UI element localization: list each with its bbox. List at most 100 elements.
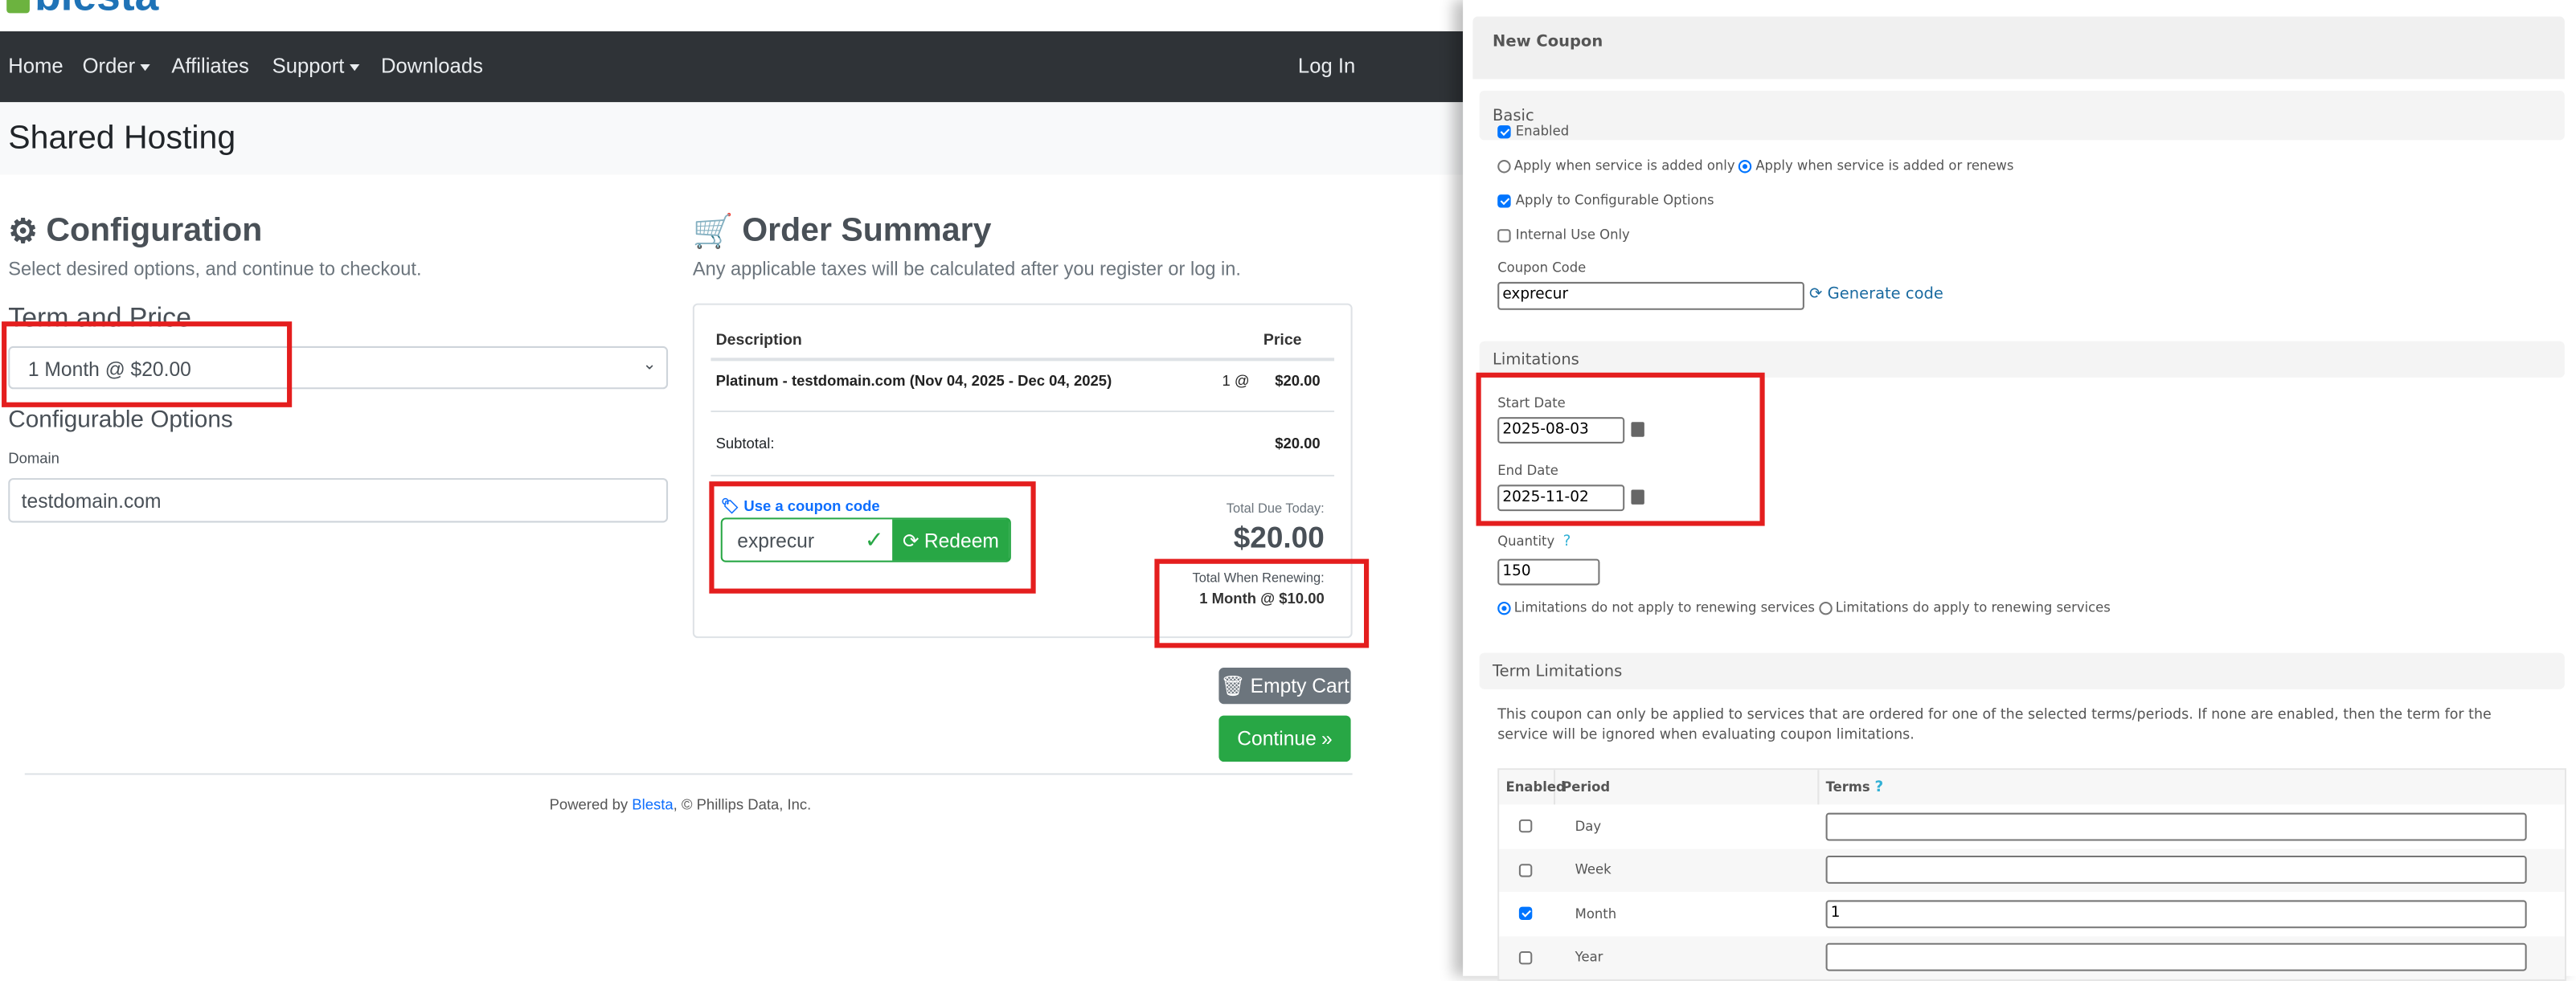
refresh-icon: ⟳ [1809,284,1823,304]
renew-value: 1 Month @ $10.00 [1199,590,1325,607]
term-input[interactable] [1825,856,2527,885]
term-period: Year [1575,950,1603,965]
coupon-code-input[interactable]: exprecur [1497,281,1804,310]
navbar: Home Order Affiliates Support Downloads … [0,31,1464,103]
term-row: Day [1499,804,2565,848]
double-chevron-right-icon: » [1321,726,1333,750]
col-terms: Terms [1825,779,1870,795]
blesta-link[interactable]: Blesta [632,796,674,813]
tax-note: Any applicable taxes will be calculated … [692,260,1241,280]
help-icon[interactable]: ? [1874,779,1884,796]
limitations-renew-radio[interactable]: Limitations do apply to renewing service… [1819,600,2111,615]
item-description: Platinum - testdomain.com (Nov 04, 2025 … [715,372,1112,390]
term-label: Term and Price [8,303,191,333]
nav-login[interactable]: Log In [1297,54,1356,78]
configuration-heading: ⚙ Configuration [8,211,262,252]
empty-cart-button[interactable]: 🗑 Empty Cart [1218,668,1351,705]
col-enabled: Enabled [1499,770,1566,805]
nav-affiliates[interactable]: Affiliates [171,54,249,78]
term-description: This coupon can only be applied to servi… [1497,707,2492,744]
term-input[interactable] [1825,943,2527,972]
term-enabled-checkbox[interactable] [1517,863,1532,877]
col-description: Description [715,331,802,350]
caret-down-icon [349,63,359,71]
options-heading: Configurable Options [8,407,233,434]
blesta-logo[interactable]: blesta [6,0,158,17]
highlight-box [709,481,1036,594]
limitations-not-renew-radio[interactable]: Limitations do not apply to renewing ser… [1497,600,1815,615]
term-input[interactable]: 1 [1825,899,2527,928]
gear-icon: ⚙ [8,214,39,251]
nav-order[interactable]: Order [83,55,150,77]
total-due: $20.00 [1233,521,1325,554]
term-enabled-checkbox[interactable] [1517,907,1532,921]
tag-icon: 🏷 [720,497,740,515]
checkbox-checked[interactable] [1497,124,1511,138]
end-date-label: End Date [1497,463,1558,479]
subtotal-label: Subtotal: [715,435,775,452]
generate-code-link[interactable]: ⟳ Generate code [1809,284,1943,304]
term-enabled-checkbox[interactable] [1517,820,1532,833]
term-period: Month [1575,906,1617,922]
term-enabled-checkbox[interactable] [1517,950,1532,964]
redeem-button[interactable]: ⟳ Redeem [892,519,1010,561]
section-basic: Basic [1479,90,2565,141]
end-date-input[interactable]: 2025-11-02 [1497,484,1625,512]
domain-label: Domain [8,450,59,467]
section-term-limitations: Term Limitations [1479,652,2565,689]
term-input[interactable] [1825,812,2527,841]
term-row: Week [1499,848,2565,893]
page-header: Shared Hosting [0,102,1464,175]
config-subtitle: Select desired options, and continue to … [8,260,422,280]
quantity-input[interactable]: 150 [1497,558,1600,586]
col-price: Price [1263,331,1302,350]
internal-use-checkbox[interactable]: Internal Use Only [1497,227,1630,243]
use-coupon-link[interactable]: 🏷 Use a coupon code [720,497,880,515]
domain-input[interactable]: testdomain.com [8,478,669,523]
highlight-box [1476,372,1765,526]
chevron-down-icon: ⌄ [642,356,657,374]
help-icon[interactable]: ? [1562,533,1571,551]
col-period: Period [1555,770,1820,805]
enabled-checkbox[interactable]: Enabled [1497,124,1569,138]
item-qty: 1 @ [1222,372,1250,390]
cart-icon: 🛒 [692,214,734,251]
subtotal-value: $20.00 [1275,435,1321,452]
highlight-box [1154,558,1370,648]
page-title: Shared Hosting [8,120,236,157]
start-date-input[interactable]: 2025-08-03 [1497,417,1625,443]
footer: Powered by Blesta, © Phillips Data, Inc. [549,796,812,813]
quantity-label: Quantity [1497,533,1555,550]
refresh-icon: ⟳ [903,528,919,552]
nav-home[interactable]: Home [8,54,63,78]
term-period: Week [1575,862,1612,878]
highlight-box [2,321,293,407]
item-price: $20.00 [1275,372,1321,390]
caret-down-icon [140,63,150,71]
coupon-input[interactable]: exprecur ✓ [723,519,892,560]
term-row: Year [1499,935,2565,979]
config-options-checkbox[interactable]: Apply to Configurable Options [1497,193,1714,208]
trash-icon: 🗑 [1220,674,1246,697]
apply-added-only-radio[interactable]: Apply when service is added only [1497,158,1735,173]
check-icon: ✓ [864,525,884,553]
total-due-label: Total Due Today: [1226,501,1325,517]
coupon-code-label: Coupon Code [1497,260,1587,276]
section-limitations: Limitations [1479,341,2565,378]
term-period: Day [1575,819,1602,834]
order-summary-card: Description Price Platinum - testdomain.… [692,303,1353,639]
nav-downloads[interactable]: Downloads [381,54,483,78]
apply-added-renews-radio[interactable]: Apply when service is added or renews [1738,158,2013,173]
order-summary-heading: 🛒 Order Summary [693,211,992,252]
continue-button[interactable]: Continue» [1218,715,1351,762]
renew-label: Total When Renewing: [1192,570,1325,586]
new-coupon-panel: New Coupon Basic Enabled Apply when serv… [1463,0,2576,981]
coupon-group: exprecur ✓ ⟳ Redeem [720,517,1011,562]
calendar-icon[interactable] [1631,489,1644,505]
calendar-icon[interactable] [1631,422,1644,437]
term-select[interactable]: 1 Month @ $20.00 ⌄ [8,345,669,390]
start-date-label: Start Date [1497,395,1566,411]
terms-table: Enabled Period Terms ? Day Week Month 1 Year [1497,768,2566,981]
nav-support[interactable]: Support [272,55,359,77]
term-row: Month 1 [1499,892,2565,936]
